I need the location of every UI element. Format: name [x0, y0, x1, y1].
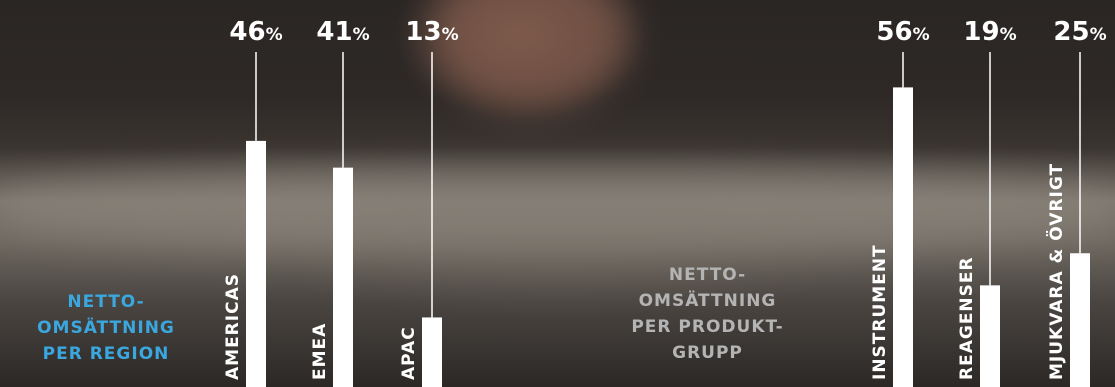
- bar-value-label: 19%: [963, 17, 1016, 47]
- category-label: REAGENSER: [957, 256, 977, 380]
- product-group-label: NETTO- OMSÄTTNING PER PRODUKT- GRUPP: [631, 265, 784, 363]
- category-label: EMEA: [310, 323, 330, 380]
- category-label: INSTRUMENT: [870, 244, 890, 380]
- bar: [422, 317, 442, 387]
- bar-value-label: 25%: [1053, 17, 1106, 47]
- bar-value-label: 41%: [316, 17, 369, 47]
- category-label: AMERICAS: [223, 273, 243, 380]
- category-label: APAC: [399, 326, 419, 380]
- bar-value-label: 56%: [876, 17, 929, 47]
- bar: [893, 87, 913, 387]
- background-photo-highlight: [0, 170, 1115, 250]
- bar: [980, 285, 1000, 387]
- bar-value-label: 46%: [229, 17, 282, 47]
- category-label: MJUKVARA & ÖVRIGT: [1045, 163, 1067, 380]
- bar: [333, 167, 353, 387]
- bar: [246, 140, 266, 387]
- bar-value-label: 13%: [405, 17, 458, 47]
- region-group-label: NETTO- OMSÄTTNING PER REGION: [37, 292, 175, 364]
- bar: [1070, 253, 1090, 387]
